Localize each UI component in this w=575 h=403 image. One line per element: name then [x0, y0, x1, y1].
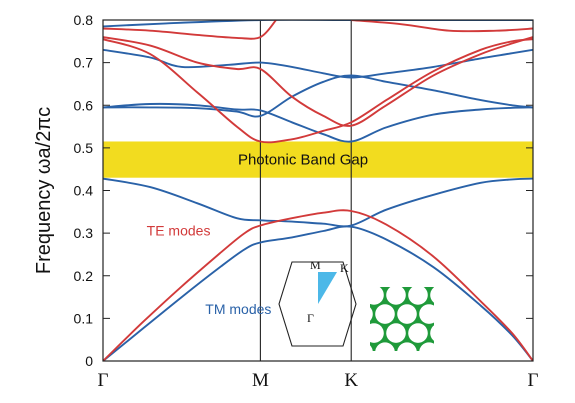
inset-label-k: K	[340, 261, 349, 275]
lattice-hole	[375, 266, 395, 286]
lattice-hole	[452, 361, 472, 381]
y-tick-label: 0.4	[74, 183, 94, 199]
lattice-hole	[370, 307, 373, 321]
symmetry-lines	[259, 20, 352, 361]
band-gap-region	[103, 141, 533, 178]
lattice-hole	[441, 304, 461, 324]
lattice-hole	[430, 361, 450, 381]
lattice-hole	[353, 266, 373, 286]
te-band-8	[103, 36, 533, 127]
lattice-hole	[408, 361, 428, 381]
lattice-hole	[408, 323, 428, 343]
lattice-hole	[386, 287, 406, 305]
brillouin-zone-inset: M K Γ	[278, 258, 357, 347]
lattice-hole	[397, 342, 417, 351]
lattice-hole	[463, 304, 483, 324]
lattice-hole	[408, 287, 428, 305]
tm-band-4	[103, 48, 533, 79]
y-tick-label: 0.6	[74, 97, 94, 113]
y-tick-label: 0	[85, 353, 93, 369]
inset-label-m: M	[310, 258, 321, 272]
lattice-hole	[364, 361, 384, 381]
series-layer	[103, 20, 533, 361]
y-tick-label: 0.3	[74, 225, 94, 241]
band-gap-layer: Photonic Band Gap	[103, 141, 533, 178]
lattice-hole	[370, 287, 384, 305]
lattice-hole	[375, 342, 395, 351]
lattice-hole	[397, 304, 417, 324]
lattice-hole	[452, 323, 472, 343]
lattice-hole	[430, 287, 434, 303]
y-axis: 0 0.1 0.2 0.3 0.4 0.5 0.6 0.7 0.8	[74, 12, 533, 369]
y-tick-label: 0.8	[74, 12, 94, 28]
inset-label-gamma: Γ	[307, 311, 314, 325]
lattice-hole	[430, 325, 434, 341]
te-band-9	[103, 20, 277, 40]
irreducible-wedge	[318, 272, 337, 304]
tm-band-3	[103, 74, 533, 118]
band-gap-label: Photonic Band Gap	[238, 152, 368, 169]
tm-band-0	[103, 225, 533, 361]
te-band-10	[351, 20, 533, 33]
y-tick-label: 0.2	[74, 268, 94, 284]
tm-band-2	[103, 102, 533, 143]
y-tick-label: 0.1	[74, 310, 94, 326]
x-tick-label: Γ	[98, 370, 109, 391]
lattice-hole	[463, 266, 483, 286]
y-tick-label: 0.7	[74, 55, 94, 71]
lattice-hole	[386, 361, 406, 381]
brillouin-hexagon	[278, 261, 357, 347]
tm-band-5	[103, 20, 533, 28]
lattice-hole	[370, 345, 373, 351]
lattice-hole	[441, 342, 461, 362]
lattice-hole	[375, 304, 395, 324]
lattice-hole	[419, 342, 434, 351]
lattice-hole	[419, 304, 434, 324]
lattice-hole	[397, 266, 417, 286]
lattice-inset	[342, 266, 483, 381]
lattice-hole	[342, 285, 362, 305]
te-modes-label: TE modes	[147, 222, 211, 238]
tm-band-1	[103, 177, 533, 228]
lattice-hole	[370, 323, 384, 343]
plot-frame	[102, 19, 534, 362]
x-tick-label: Γ	[528, 370, 539, 391]
te-band-7	[103, 38, 533, 144]
lattice-hole	[463, 342, 483, 362]
y-axis-label: Frequency ωa/2πc	[33, 107, 55, 274]
te-band-6	[103, 209, 533, 361]
x-tick-label: K	[344, 370, 358, 391]
y-tick-label: 0.5	[74, 140, 94, 156]
x-tick-label: M	[252, 370, 269, 391]
lattice-hole	[386, 323, 406, 343]
tm-modes-label: TM modes	[205, 301, 271, 317]
